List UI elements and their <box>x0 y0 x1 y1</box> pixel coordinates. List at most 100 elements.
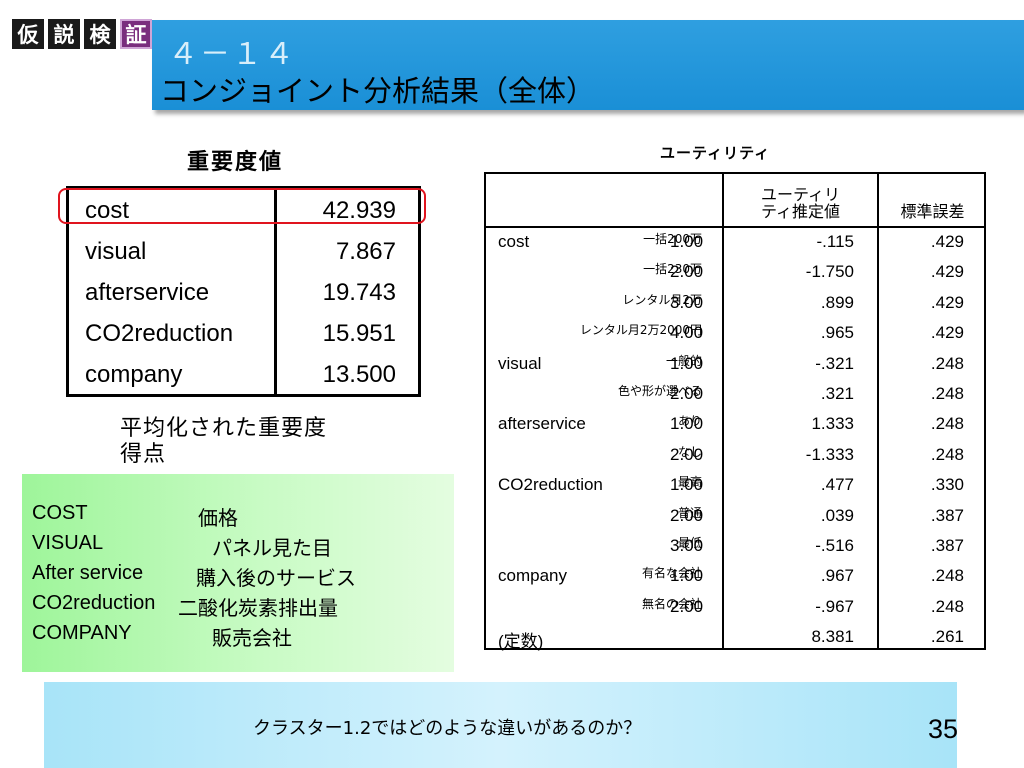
legend-en: COMPANY <box>32 622 132 644</box>
importance-name: afterservice <box>85 279 210 306</box>
level-label: レンタル月2万 <box>622 292 702 307</box>
level-code: 1.00 <box>670 566 704 586</box>
standard-error: .429 <box>930 262 964 282</box>
standard-error: .261 <box>930 627 964 647</box>
attribute-label: cost <box>498 232 530 251</box>
legend-en: COST <box>32 502 88 524</box>
utility-row: 最低 3.00 -.516 .387 <box>486 532 984 562</box>
header-estimate-line2: ティ推定値 <box>760 202 841 221</box>
legend-ja: 販売会社 <box>212 626 292 650</box>
utility-row: CO2reduction 最高 1.00 .477 .330 <box>486 471 984 501</box>
utility-title: ユーティリティ <box>660 144 771 162</box>
level-label: レンタル月2万2000円 <box>579 323 702 338</box>
level-label: 一括230万 <box>643 262 702 277</box>
importance-name: company <box>85 361 183 388</box>
utility-estimate: .967 <box>820 566 854 586</box>
level-code: 1.00 <box>670 232 704 251</box>
level-code: 4.00 <box>670 323 704 343</box>
level-label: 一般的 <box>665 353 702 368</box>
standard-error: .248 <box>930 353 964 373</box>
utility-table: ユーティリ ティ推定値 標準誤差 cost 一括200万 1.00 -.115.429… <box>484 172 986 653</box>
importance-note-line2: 得点 <box>120 442 167 467</box>
standard-error: .429 <box>930 323 964 343</box>
importance-row: cost 42.939 <box>69 191 418 232</box>
utility-row: cost 一括200万 1.00 -.115 .429 <box>486 228 984 258</box>
level-code: 2.00 <box>670 384 704 403</box>
utility-estimate: -1.750 <box>805 262 854 282</box>
legend-ja: 価格 <box>198 506 238 530</box>
utility-estimate: -.115 <box>816 232 855 251</box>
utility-estimate: 1.333 <box>811 414 854 434</box>
header-estimate-line1: ユーティリ <box>760 185 841 204</box>
standard-error: .429 <box>930 292 964 312</box>
importance-table: cost 42.939 visual 7.867 afterservice 19… <box>66 186 421 397</box>
footer-question: クラスター1.2ではどのような違いがあるのか？ <box>253 718 642 739</box>
level-code: 1.00 <box>670 414 704 434</box>
importance-row: CO2reduction 15.951 <box>69 314 418 355</box>
standard-error: .248 <box>930 414 964 434</box>
attribute-label: visual <box>498 353 542 373</box>
level-code: 1.00 <box>670 353 704 373</box>
utility-row: レンタル月2万 3.00 .899 .429 <box>486 289 984 319</box>
standard-error: .248 <box>930 384 964 403</box>
utility-estimate: .039 <box>820 505 854 525</box>
utility-row: 無名の会社 2.00 -.967 .248 <box>486 593 984 623</box>
slide-title: コンジョイント分析結果（全体） <box>160 74 596 108</box>
legend-en: After service <box>32 562 144 584</box>
legend-ja: パネル見た目 <box>212 536 332 560</box>
level-label: なし <box>677 444 702 459</box>
importance-value: 13.500 <box>322 361 396 388</box>
level-code: 1.00 <box>670 475 704 495</box>
standard-error: .248 <box>930 596 964 616</box>
standard-error: .248 <box>930 444 964 464</box>
utility-header-rule <box>486 226 984 228</box>
attribute-label: company <box>498 566 567 586</box>
legend-ja: 購入後のサービス <box>196 566 356 590</box>
utility-row: レンタル月2万2000円 4.00 .965 .429 <box>486 319 984 349</box>
level-code: 2.00 <box>670 505 704 525</box>
importance-row: afterservice 19.743 <box>69 273 418 314</box>
level-label: 最高 <box>677 475 702 490</box>
badge-1: 仮 <box>12 19 44 49</box>
utility-estimate: -.967 <box>815 596 854 616</box>
importance-value: 42.939 <box>322 197 396 224</box>
attribute-label: afterservice <box>498 414 586 434</box>
level-code: 2.00 <box>670 262 704 282</box>
utility-row: 一括230万 2.00 -1.750 .429 <box>486 258 984 288</box>
header-band <box>152 20 1024 110</box>
utility-divider-right <box>877 174 879 648</box>
attribute-label: (定数) <box>498 632 544 652</box>
level-code: 2.00 <box>670 596 704 616</box>
standard-error: .429 <box>930 232 964 251</box>
header-estimate: ユーティリ ティ推定値 <box>724 186 877 220</box>
importance-value: 15.951 <box>322 320 396 347</box>
level-code: 3.00 <box>670 292 704 312</box>
utility-divider-left <box>722 174 724 648</box>
importance-name: visual <box>85 238 147 265</box>
level-code: 2.00 <box>670 444 704 464</box>
utility-estimate: -1.333 <box>805 444 854 464</box>
attribute-legend: COST 価格 VISUAL パネル見た目 After service 購入後の… <box>22 474 454 672</box>
cost-highlight-outline <box>58 188 426 224</box>
utility-row: (定数) 8.381 .261 <box>486 623 984 653</box>
utility-estimate: -.516 <box>815 536 854 555</box>
badge-2: 説 <box>48 19 80 49</box>
standard-error: .387 <box>930 505 964 525</box>
level-label: 普通 <box>677 505 702 520</box>
utility-row: 色や形が選べる 2.00 .321 .248 <box>486 380 984 410</box>
utility-estimate: .321 <box>820 384 854 403</box>
utility-estimate: .965 <box>820 323 854 343</box>
utility-row: 普通 2.00 .039 .387 <box>486 502 984 532</box>
utility-row: company 有名な会社 1.00 .967 .248 <box>486 562 984 592</box>
utility-row: なし 2.00 -1.333 .248 <box>486 441 984 471</box>
utility-estimate: 8.381 <box>811 627 854 647</box>
attribute-label: CO2reduction <box>498 475 603 495</box>
importance-name: cost <box>85 197 130 224</box>
section-number: ４－１４ <box>168 37 296 72</box>
utility-estimate: -.321 <box>815 353 854 373</box>
legend-en: CO2reduction <box>32 592 156 614</box>
standard-error: .387 <box>930 536 964 555</box>
level-label: 色や形が選べる <box>617 384 702 398</box>
level-label: あり <box>677 414 702 429</box>
level-label: 最低 <box>677 536 702 550</box>
